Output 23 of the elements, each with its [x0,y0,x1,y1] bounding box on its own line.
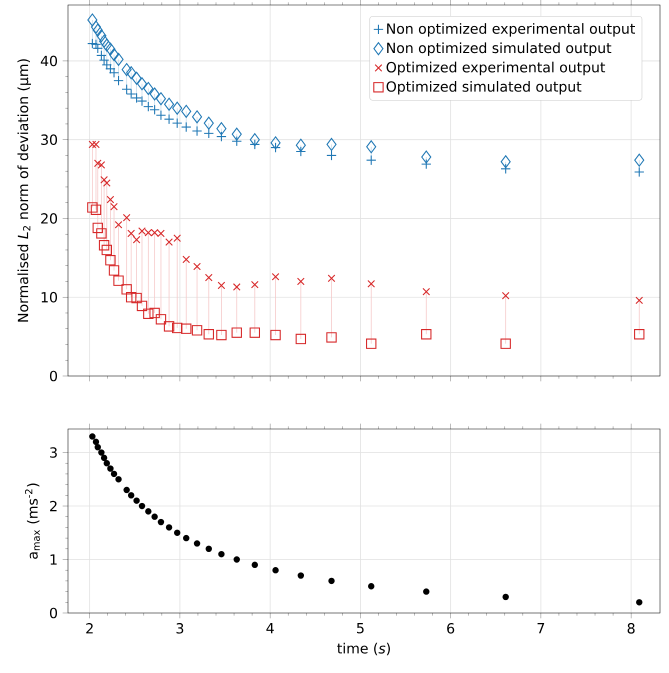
legend-label: Non optimized experimental output [387,23,635,37]
y-tick-label: 20 [41,213,58,224]
y-tick-label: 30 [41,134,58,145]
x-tick-label: 6 [447,623,454,634]
x-tick-label: 4 [266,623,274,634]
legend-label: Optimized simulated output [386,80,582,95]
y-tick-label: 3 [50,447,57,458]
y-axis-title: a$_{max}$ (ms$^{-2}$) [24,484,40,559]
legend-label: Non optimized simulated output [387,42,612,56]
y-axis-title: Normalised L$_{2}$ norm of deviation (µm) [17,59,31,322]
x-tick-label: 8 [628,623,635,634]
y-tick-label: 1 [50,554,57,565]
x-axis-title: time (s) [337,642,390,656]
y-tick-label: 0 [50,608,58,618]
x-tick-label: 5 [357,623,364,634]
y-tick-label: 2 [50,500,57,512]
x-tick-label: 7 [538,623,544,634]
y-tick-label: 10 [42,292,58,303]
x-tick-label: 2 [86,623,93,634]
x-tick-label: 3 [176,623,184,634]
y-tick-label: 0 [50,370,58,382]
y-tick-label: 40 [40,56,58,66]
legend-label: Optimized experimental output [386,62,606,76]
